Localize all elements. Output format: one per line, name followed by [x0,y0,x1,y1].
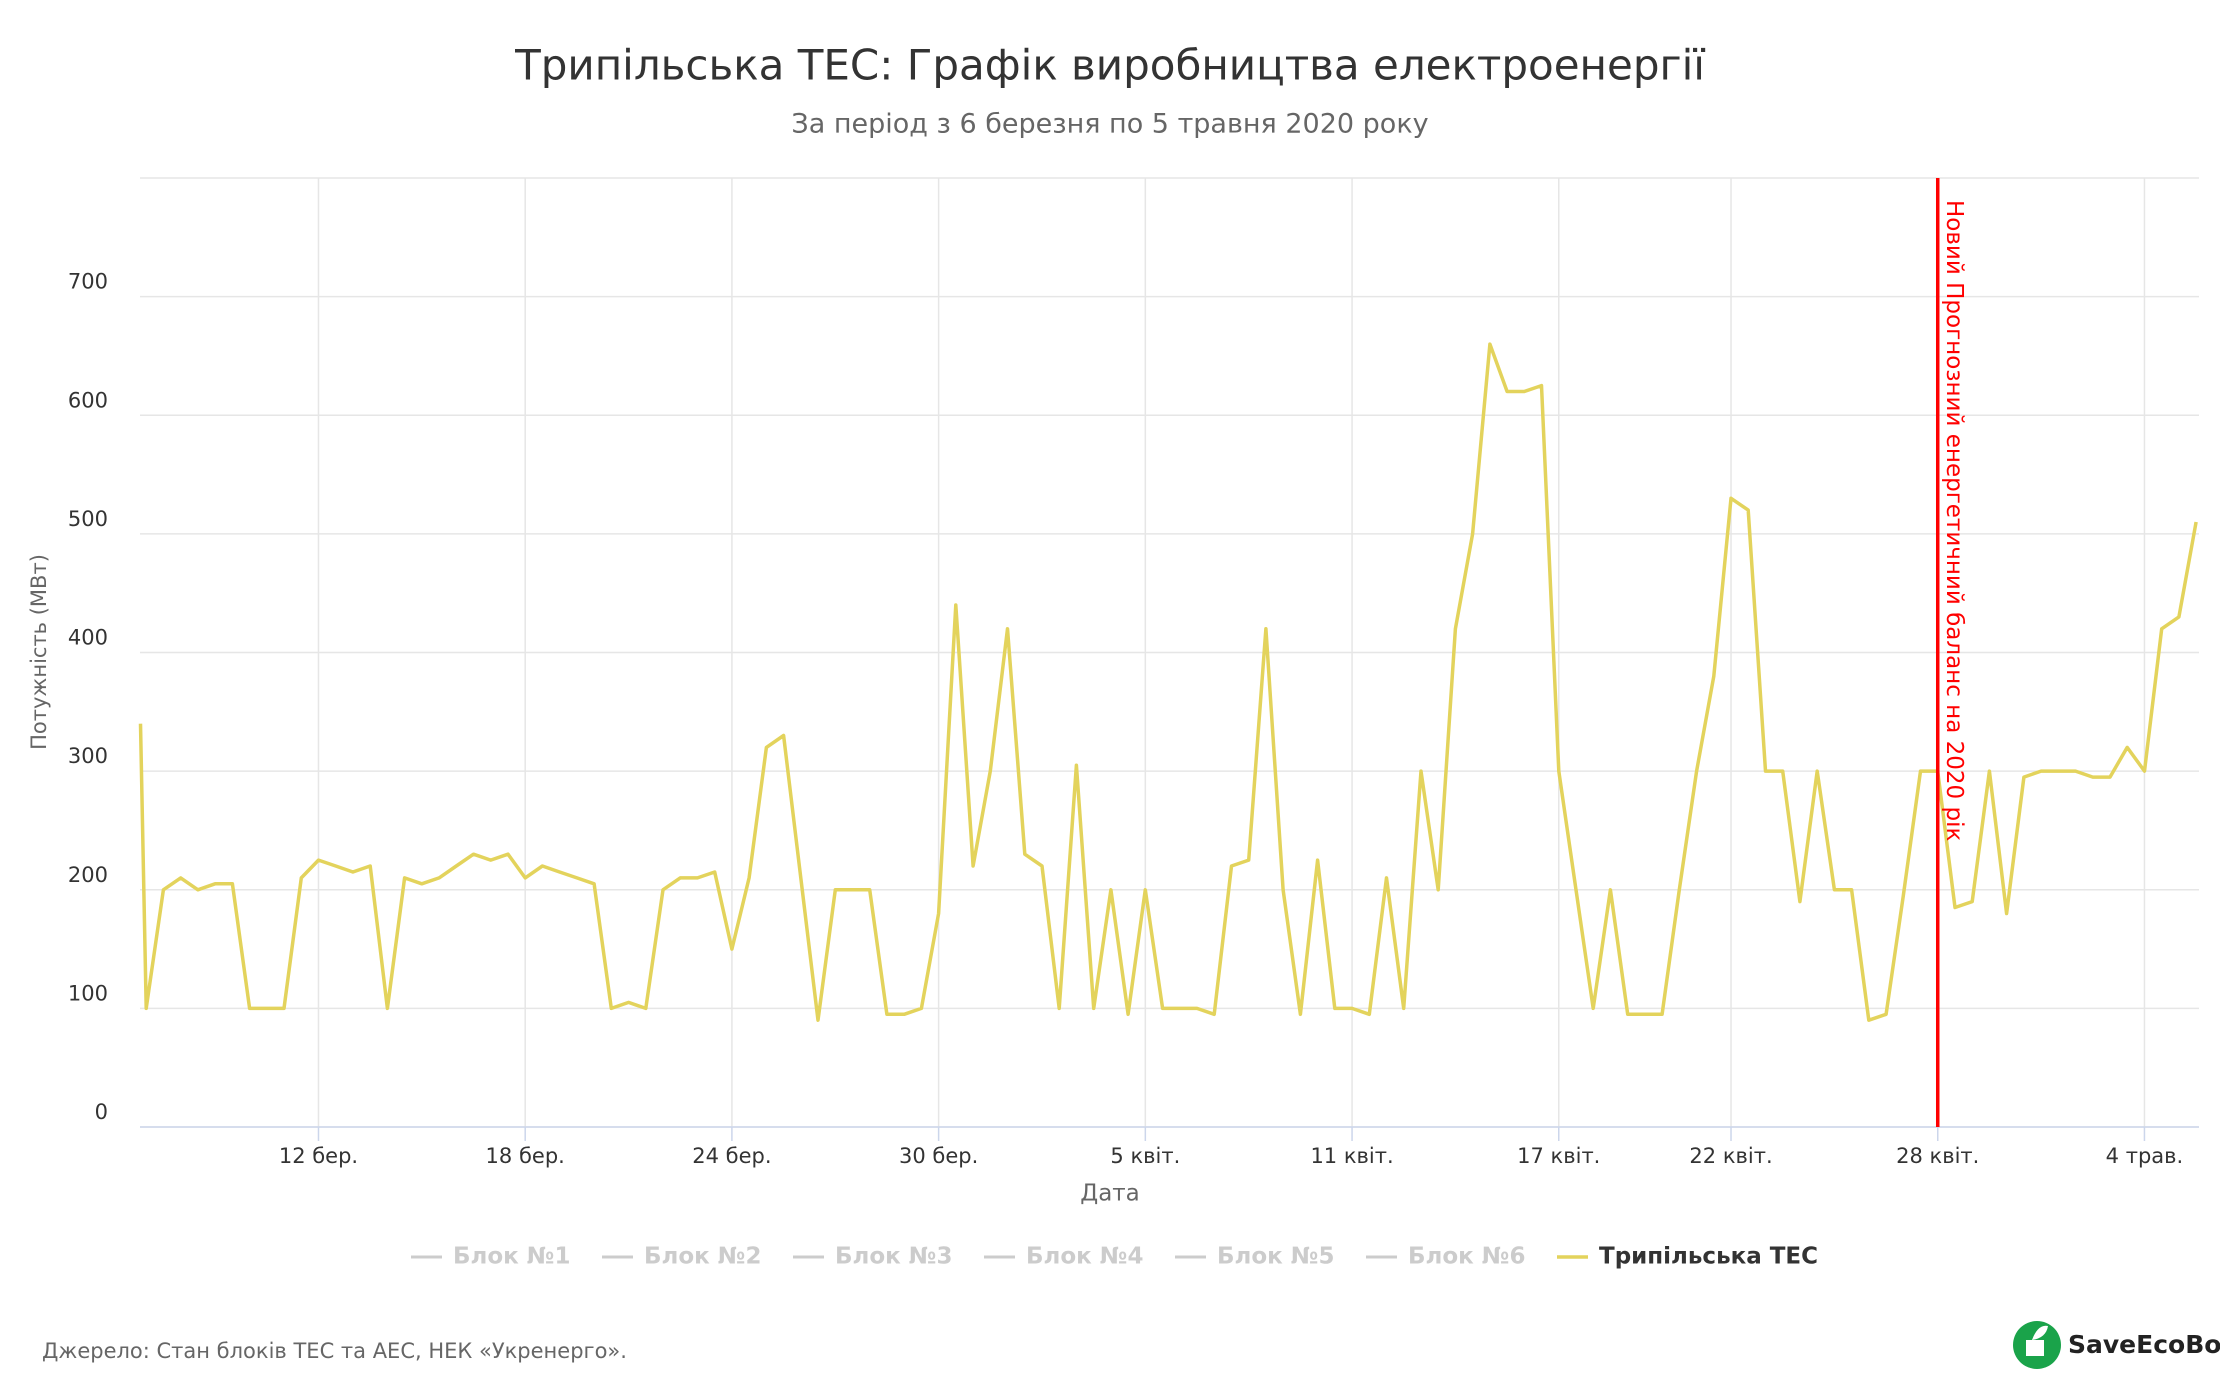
x-tick-label: 17 квіт. [1517,1144,1600,1168]
logo-icon-part [2026,1340,2044,1356]
y-tick-label: 600 [68,388,108,412]
y-tick-label: 300 [68,744,108,768]
x-tick-label: 11 квіт. [1310,1144,1393,1168]
x-tick-label: 30 бер. [899,1144,978,1168]
legend-item: Блок №4 [1026,1244,1143,1270]
legend-item: Блок №6 [1408,1244,1525,1270]
data-line [138,342,2198,1022]
annotation-label: Новий Прогнозний енергетичний баланс на … [1941,200,1967,841]
legend-item: Трипільська ТЕС [1599,1244,1818,1270]
legend-item: Блок №3 [835,1244,952,1270]
y-tick-label: 400 [68,626,108,650]
x-tick-label: 28 квіт. [1896,1144,1979,1168]
chart-title: Трипільська ТЕС: Графік виробництва елек… [514,41,1705,90]
x-tick-label: 22 квіт. [1689,1144,1772,1168]
x-tick-label: 24 бер. [692,1144,771,1168]
logo-leaf [2032,1325,2048,1340]
x-tick-label: 18 бер. [486,1144,565,1168]
y-tick-label: 200 [68,863,108,887]
y-tick-label: 500 [68,507,108,531]
logo-text: SaveEcoBot [2068,1330,2220,1359]
legend-item: Блок №1 [453,1244,570,1270]
x-tick-label: 12 бер. [279,1144,358,1168]
y-tick-label: 700 [68,270,108,294]
x-tick-label: 4 трав. [2106,1144,2184,1168]
logo: SaveEcoBot [2013,1321,2220,1369]
x-axis-title: Дата [1080,1181,1140,1207]
y-axis-title: Потужність (МВт) [27,554,51,750]
legend-item: Блок №5 [1217,1244,1334,1270]
legend-item: Блок №2 [644,1244,761,1270]
y-tick-label: 100 [68,981,108,1005]
credits: Джерело: Стан блоків ТЕС та АЕС, НЕК «Ук… [42,1339,627,1363]
x-tick-label: 5 квіт. [1110,1144,1180,1168]
chart-subtitle: За період з 6 березня по 5 травня 2020 р… [791,109,1428,140]
y-tick-label: 0 [95,1100,108,1124]
